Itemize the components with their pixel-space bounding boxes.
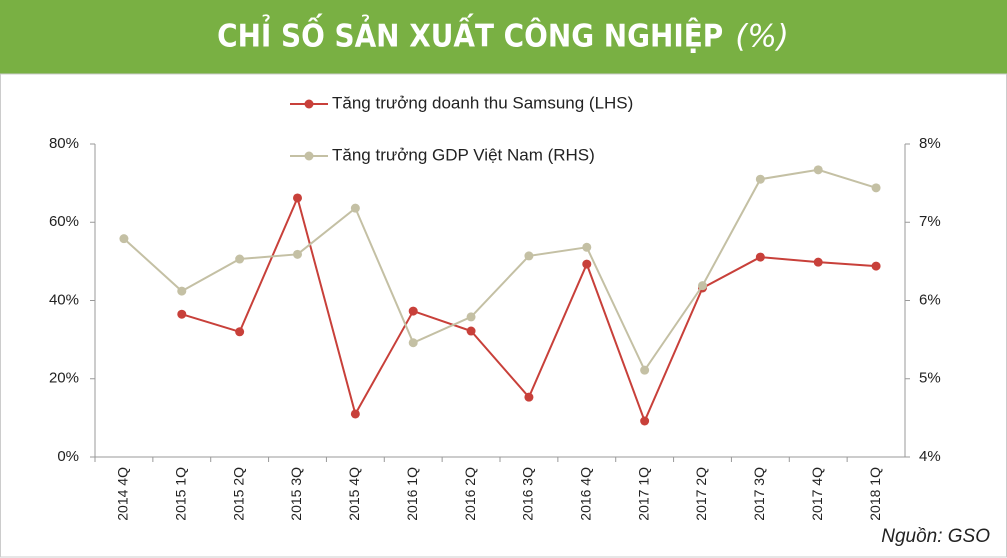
point bbox=[235, 327, 245, 337]
x-tick-label: 2017 3Q bbox=[751, 467, 767, 521]
point bbox=[350, 203, 360, 213]
legend-label: Tăng trưởng doanh thu Samsung (LHS) bbox=[332, 93, 633, 112]
y-tick-label: 80% bbox=[49, 135, 79, 152]
point bbox=[293, 193, 302, 203]
x-tick-label: 2017 1Q bbox=[635, 467, 651, 521]
legend-marker bbox=[304, 99, 314, 109]
point bbox=[235, 254, 245, 264]
x-tick-label: 2016 2Q bbox=[462, 467, 478, 521]
y-tick-label: 60% bbox=[49, 213, 79, 230]
point bbox=[293, 249, 302, 259]
legend-label: Tăng trưởng GDP Việt Nam (RHS) bbox=[332, 145, 595, 164]
point bbox=[466, 326, 476, 336]
point bbox=[640, 416, 650, 426]
y2-tick-label: 7% bbox=[919, 213, 941, 230]
x-tick-label: 2015 4Q bbox=[346, 467, 362, 521]
y-tick-label: 20% bbox=[49, 370, 79, 387]
x-tick-label: 2016 4Q bbox=[577, 467, 593, 521]
point bbox=[350, 409, 360, 419]
x-tick-label: 2015 2Q bbox=[230, 467, 246, 521]
point bbox=[524, 392, 534, 402]
y2-tick-label: 5% bbox=[919, 370, 941, 387]
point bbox=[640, 365, 650, 375]
y-tick-label: 40% bbox=[49, 291, 79, 308]
point bbox=[466, 312, 476, 322]
x-tick-label: 2014 4Q bbox=[115, 467, 131, 521]
series-line bbox=[123, 168, 877, 373]
series-line bbox=[181, 194, 877, 424]
y2-tick-label: 6% bbox=[919, 291, 941, 308]
point bbox=[871, 183, 881, 193]
header-band bbox=[0, 0, 1007, 74]
point bbox=[408, 306, 418, 316]
point bbox=[755, 252, 765, 262]
x-tick-label: 2017 4Q bbox=[809, 467, 825, 521]
point bbox=[698, 281, 707, 291]
x-tick-label: 2016 3Q bbox=[520, 467, 536, 521]
legend-marker bbox=[304, 151, 314, 161]
x-tick-label: 2017 2Q bbox=[693, 467, 709, 521]
point bbox=[582, 259, 592, 269]
x-tick-label: 2015 1Q bbox=[172, 467, 188, 521]
chart-title: CHỈ SỐ SẢN XUẤT CÔNG NGHIỆP bbox=[217, 14, 723, 55]
point bbox=[119, 234, 129, 244]
y2-tick-label: 4% bbox=[919, 448, 941, 465]
chart-subtitle: (%) bbox=[735, 19, 789, 55]
point bbox=[755, 174, 765, 184]
point bbox=[813, 257, 823, 267]
y2-tick-label: 8% bbox=[919, 135, 941, 152]
point bbox=[871, 261, 881, 271]
point bbox=[582, 242, 592, 252]
source: Nguồn: GSO bbox=[881, 526, 990, 547]
point bbox=[813, 165, 823, 175]
point bbox=[177, 286, 187, 296]
point bbox=[177, 309, 187, 319]
point bbox=[408, 338, 418, 348]
x-tick-label: 2018 1Q bbox=[867, 467, 883, 521]
x-tick-label: 2016 1Q bbox=[404, 467, 420, 521]
y-tick-label: 0% bbox=[57, 448, 79, 465]
point bbox=[524, 251, 534, 261]
x-tick-label: 2015 3Q bbox=[288, 467, 304, 521]
